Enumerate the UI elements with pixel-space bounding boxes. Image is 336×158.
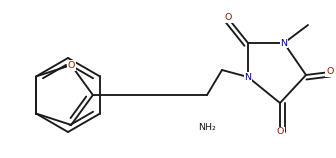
Text: O: O bbox=[276, 128, 284, 137]
Text: N: N bbox=[281, 39, 288, 48]
Text: O: O bbox=[68, 61, 75, 70]
Text: NH₂: NH₂ bbox=[198, 124, 216, 133]
Text: O: O bbox=[224, 13, 232, 22]
Text: O: O bbox=[326, 67, 334, 76]
Text: N: N bbox=[245, 73, 252, 82]
